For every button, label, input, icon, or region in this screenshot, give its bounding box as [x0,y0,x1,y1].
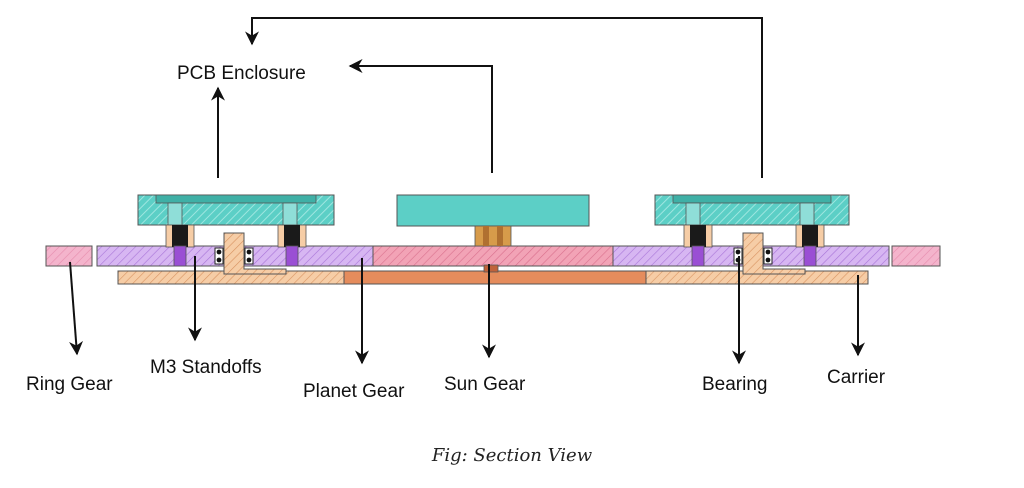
arrow-pcb-center [348,59,493,173]
label-bearing: Bearing [702,374,768,395]
pcb-enclosure-left [137,194,335,226]
sun-gear-disc [372,245,614,267]
label-pcb-enclosure: PCB Enclosure [177,63,306,84]
sun-gear-block [396,194,590,247]
label-m3-standoffs: M3 Standoffs [150,357,262,378]
label-planet-gear: Planet Gear [303,381,405,402]
label-carrier: Carrier [827,367,886,388]
bearing-left [214,247,254,265]
label-ring-gear: Ring Gear [26,374,113,395]
arrow-ring-gear [69,261,84,356]
m3-standoffs-right [683,224,825,267]
m3-standoffs-left [165,224,307,267]
carrier-pin-right [742,232,806,275]
arrow-pcb-right [245,17,763,178]
carrier-pin-left [223,232,287,275]
figure-caption: Fig: Section View [431,445,593,466]
ring-gear-left [45,245,93,267]
pcb-enclosure-right [654,194,850,226]
label-sun-gear: Sun Gear [444,374,526,395]
ring-gear-right [891,245,941,267]
carrier-plate [117,264,869,285]
